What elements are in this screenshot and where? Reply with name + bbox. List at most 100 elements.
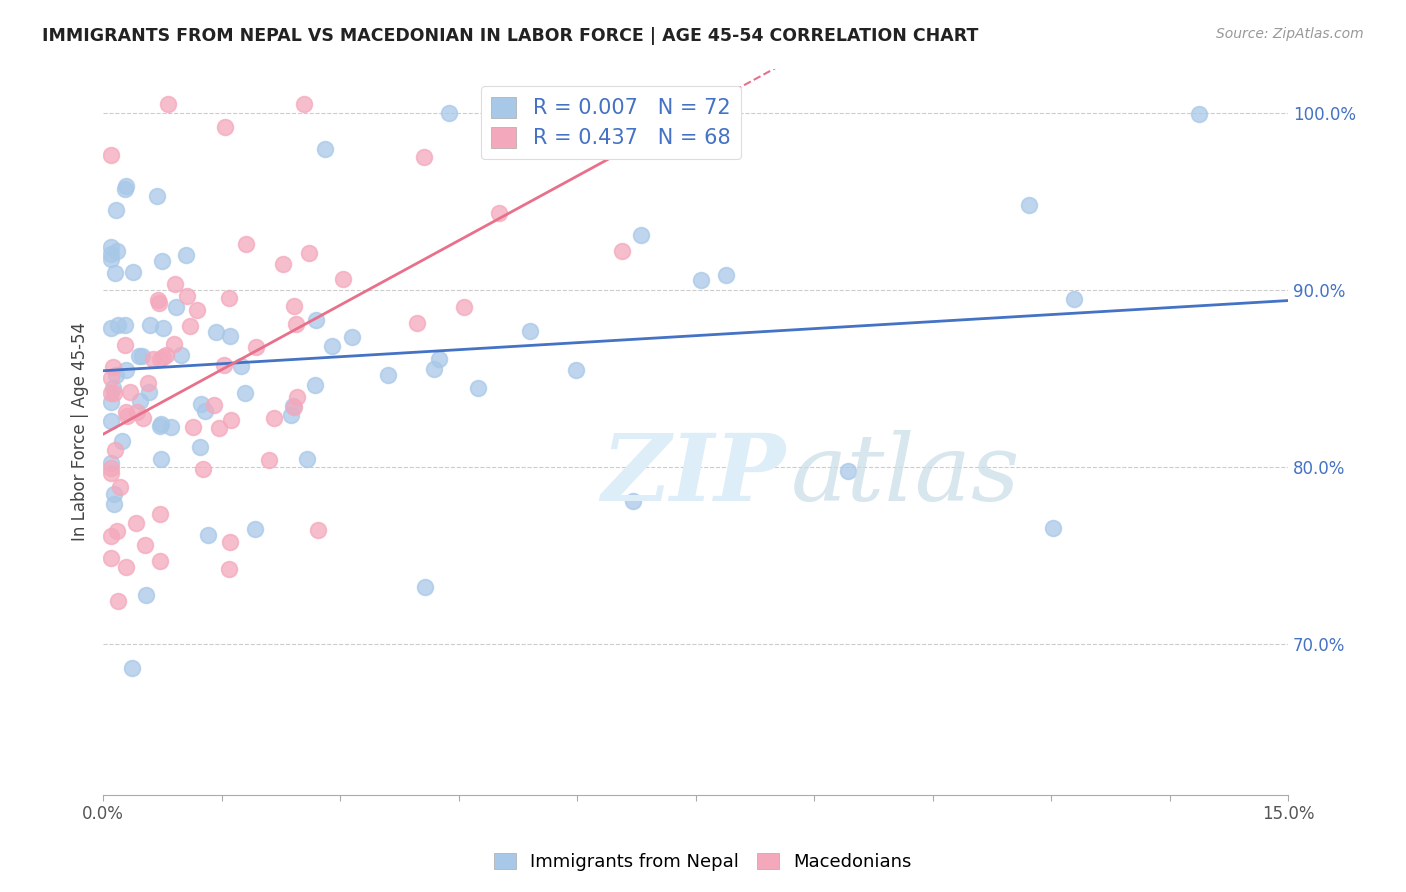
Point xyxy=(229,359,252,373)
Point xyxy=(205,325,228,339)
Point xyxy=(108,480,131,494)
Point xyxy=(243,522,266,536)
Point xyxy=(630,227,652,242)
Point xyxy=(125,405,148,419)
Point xyxy=(690,272,713,286)
Point xyxy=(125,516,148,530)
Y-axis label: In Labor Force | Age 45-54: In Labor Force | Age 45-54 xyxy=(72,322,89,541)
Point xyxy=(128,349,150,363)
Point xyxy=(235,386,257,401)
Point xyxy=(284,317,307,331)
Text: ZIP: ZIP xyxy=(600,430,785,520)
Point xyxy=(186,302,208,317)
Point xyxy=(202,398,225,412)
Point xyxy=(377,368,399,382)
Point xyxy=(101,360,124,375)
Point xyxy=(100,252,122,266)
Point xyxy=(340,329,363,343)
Text: atlas: atlas xyxy=(790,430,1019,520)
Point xyxy=(565,363,588,377)
Point xyxy=(423,362,446,376)
Point xyxy=(212,358,235,372)
Legend: R = 0.007   N = 72, R = 0.437   N = 68: R = 0.007 N = 72, R = 0.437 N = 68 xyxy=(481,87,741,159)
Point xyxy=(235,236,257,251)
Point xyxy=(111,434,134,448)
Point xyxy=(170,348,193,362)
Point xyxy=(218,562,240,576)
Point xyxy=(149,507,172,521)
Point xyxy=(104,202,127,217)
Point xyxy=(107,594,129,608)
Point xyxy=(163,337,186,351)
Point xyxy=(179,318,201,333)
Point xyxy=(152,351,174,365)
Point xyxy=(146,189,169,203)
Point xyxy=(100,148,122,162)
Point xyxy=(307,523,329,537)
Point xyxy=(115,363,138,377)
Point xyxy=(104,368,127,382)
Point xyxy=(115,405,138,419)
Point xyxy=(105,244,128,258)
Point xyxy=(285,390,308,404)
Point xyxy=(304,377,326,392)
Point xyxy=(181,419,204,434)
Point xyxy=(305,312,328,326)
Point xyxy=(218,534,240,549)
Point xyxy=(141,351,163,366)
Point xyxy=(114,338,136,352)
Point xyxy=(150,253,173,268)
Point xyxy=(283,401,305,415)
Point xyxy=(437,105,460,120)
Point xyxy=(103,497,125,511)
Point xyxy=(214,120,236,134)
Point xyxy=(138,384,160,399)
Point xyxy=(190,397,212,411)
Text: IMMIGRANTS FROM NEPAL VS MACEDONIAN IN LABOR FORCE | AGE 45-54 CORRELATION CHART: IMMIGRANTS FROM NEPAL VS MACEDONIAN IN L… xyxy=(42,27,979,45)
Point xyxy=(100,321,122,335)
Point xyxy=(488,206,510,220)
Point xyxy=(103,486,125,500)
Point xyxy=(100,461,122,475)
Point xyxy=(292,97,315,112)
Point xyxy=(197,528,219,542)
Point xyxy=(257,453,280,467)
Point xyxy=(314,142,336,156)
Point xyxy=(131,349,153,363)
Point xyxy=(149,452,172,467)
Point xyxy=(529,114,551,128)
Point xyxy=(107,318,129,332)
Point xyxy=(263,411,285,425)
Point xyxy=(100,529,122,543)
Point xyxy=(610,244,633,259)
Point xyxy=(714,268,737,282)
Point xyxy=(271,257,294,271)
Point xyxy=(219,412,242,426)
Point xyxy=(104,266,127,280)
Point xyxy=(120,384,142,399)
Point xyxy=(332,272,354,286)
Point xyxy=(149,351,172,366)
Point xyxy=(155,348,177,362)
Point xyxy=(581,97,603,112)
Point xyxy=(208,421,231,435)
Point xyxy=(100,456,122,470)
Point xyxy=(283,299,305,313)
Point xyxy=(121,661,143,675)
Point xyxy=(100,551,122,566)
Point xyxy=(150,417,173,431)
Point xyxy=(100,247,122,261)
Point xyxy=(176,247,198,261)
Point xyxy=(132,411,155,425)
Point xyxy=(298,245,321,260)
Point xyxy=(135,588,157,602)
Point xyxy=(136,376,159,391)
Point xyxy=(519,325,541,339)
Point xyxy=(121,264,143,278)
Point xyxy=(165,300,187,314)
Point xyxy=(100,240,122,254)
Point xyxy=(218,291,240,305)
Point xyxy=(115,179,138,194)
Point xyxy=(115,409,138,424)
Point xyxy=(128,393,150,408)
